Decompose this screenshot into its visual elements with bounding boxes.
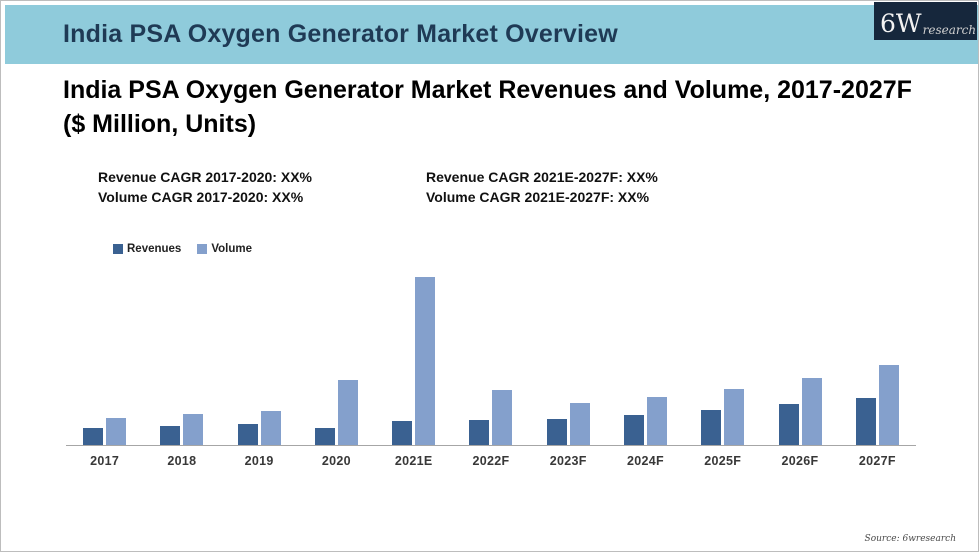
x-axis-label: 2020 [321,454,351,468]
bar-group [530,270,607,445]
volume-bar [801,378,822,445]
volume-bar [492,390,513,445]
chart-title-line2: ($ Million, Units) [63,110,257,138]
revenues-bar [469,420,490,445]
legend-item-volume: Volume [197,243,252,255]
source-note: Source: 6wresearch [864,534,956,544]
brand-logo-sub: research [922,23,977,37]
volume-bar [724,389,745,445]
x-axis-label: 2027F [858,454,896,468]
x-axis-labels: 2017 2018 2019 2020 2021E 2022F 2023F 2024F 2025… [66,454,916,468]
x-axis-label: 2025F [704,454,742,468]
revenues-bar [701,410,722,445]
bar-group [761,270,838,445]
plot-area [66,270,916,446]
volume-bar [183,414,204,445]
revenues-bar [855,398,876,445]
revenue-cagr-forecast: Revenue CAGR 2021E-2027F: XX% [426,169,658,185]
revenues-bar [546,419,567,445]
volume-bar [569,403,590,445]
chart-legend: Revenues Volume [113,243,252,255]
legend-label-revenues: Revenues [127,243,182,255]
x-axis-label: 2017 [90,454,120,468]
revenues-bar [392,421,413,445]
volume-swatch-icon [197,244,208,254]
brand-logo: 6W research [874,2,977,40]
legend-item-revenues: Revenues [113,243,181,255]
chart-title-line1: India PSA Oxygen Generator Market Revenu… [63,76,912,104]
legend-label-volume: Volume [211,243,253,255]
volume-bar [415,277,436,445]
bar-group [452,270,529,445]
cagr-block-historic: Revenue CAGR 2017-2020: XX% Volume CAGR … [98,167,312,207]
bar-group [66,270,143,445]
chart-title: India PSA Oxygen Generator Market Revenu… [63,73,943,141]
page-title: India PSA Oxygen Generator Market Overvi… [63,20,618,48]
revenues-bar [623,415,644,445]
volume-bar [106,418,127,445]
revenues-bar [160,426,181,445]
bar-group [143,270,220,445]
x-axis-label: 2018 [167,454,197,468]
header-band: India PSA Oxygen Generator Market Overvi… [5,5,978,64]
revenues-swatch-icon [113,244,123,254]
revenues-bar [314,428,335,445]
brand-logo-main: 6W [880,9,922,38]
volume-cagr-forecast: Volume CAGR 2021E-2027F: XX% [426,189,650,205]
revenues-bar [237,424,258,445]
revenues-bar [778,404,799,445]
volume-bar [260,411,281,445]
volume-bar [337,380,358,445]
volume-bar [878,365,899,445]
x-axis-label: 2026F [781,454,819,468]
volume-bar [646,397,667,445]
x-axis-label: 2019 [244,454,274,468]
x-axis-label: 2023F [549,454,587,468]
bar-group [298,270,375,445]
bar-group [221,270,298,445]
bar-group [375,270,452,445]
revenue-cagr-historic: Revenue CAGR 2017-2020: XX% [98,169,312,185]
bar-group [839,270,916,445]
x-axis-label: 2024F [627,454,664,468]
bar-group [684,270,761,445]
x-axis-label: 2022F [472,454,510,468]
revenues-bar [83,428,104,445]
x-axis-label: 2021E [394,454,433,468]
bar-group [607,270,684,445]
volume-cagr-historic: Volume CAGR 2017-2020: XX% [98,189,304,205]
cagr-block-forecast: Revenue CAGR 2021E-2027F: XX% Volume CAG… [426,167,658,207]
